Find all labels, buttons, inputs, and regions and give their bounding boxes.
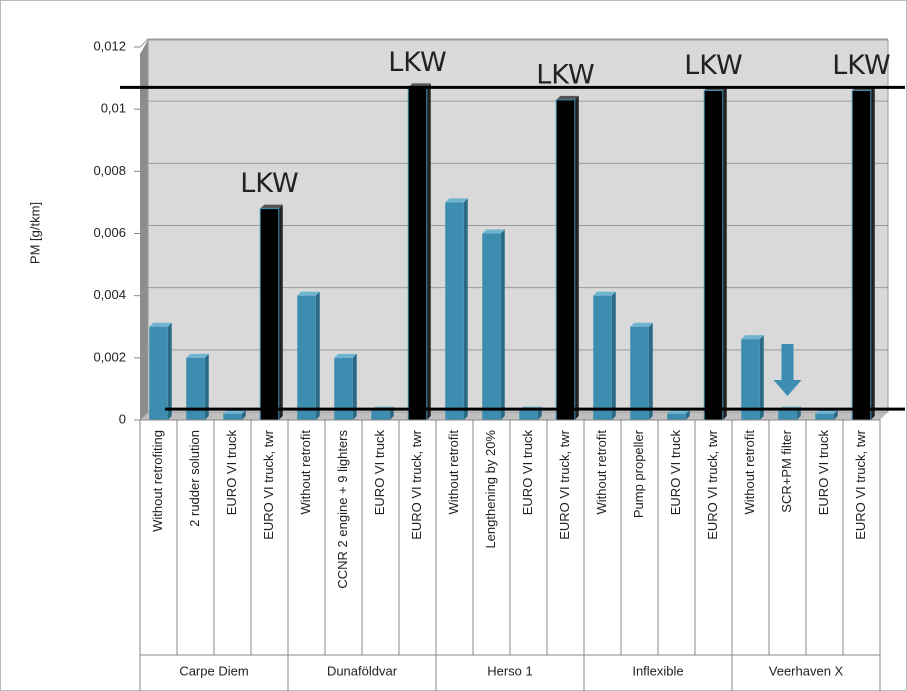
bar — [741, 339, 760, 420]
x-tick-label: SCR+PM filter — [779, 429, 794, 512]
bar-top — [149, 322, 172, 327]
y-tick-label: 0,002 — [93, 349, 126, 364]
bar-top — [815, 409, 838, 414]
y-tick-label: 0,008 — [93, 163, 126, 178]
grid-line — [139, 162, 888, 172]
bar-side — [759, 335, 764, 420]
bar — [297, 295, 316, 420]
x-tick-label: EURO VI truck, twr — [705, 429, 720, 539]
bar-top — [297, 291, 320, 296]
x-tick-label: Without retrofit — [742, 430, 757, 515]
bar — [186, 357, 205, 420]
bar-side — [500, 229, 505, 420]
bar-side — [722, 86, 727, 421]
bar — [334, 357, 353, 420]
group-label: Veerhaven X — [769, 663, 844, 678]
annotation: LKW — [388, 47, 446, 78]
bar-side — [648, 322, 653, 420]
grid-line — [139, 287, 888, 297]
x-tick-label: Lengthening by 20% — [483, 430, 498, 549]
annotation: LKW — [536, 59, 594, 90]
x-tick-label: CCNR 2 engine + 9 lighters — [335, 430, 350, 589]
x-tick-label: Without retrofit — [594, 430, 609, 515]
bar-top — [223, 409, 246, 414]
y-tick-label: 0,01 — [101, 101, 126, 116]
x-tick-label: EURO VI truck — [816, 430, 831, 516]
bar — [593, 295, 612, 420]
group-label: Inflexible — [632, 663, 683, 678]
bar-top — [593, 291, 616, 296]
bar — [223, 413, 242, 420]
y-tick-label: 0,004 — [93, 287, 126, 302]
x-tick-label: EURO VI truck — [668, 430, 683, 516]
y-tick-label: 0,012 — [93, 38, 126, 53]
x-tick-label: 2 rudder solution — [187, 430, 202, 527]
x-tick-label: EURO VI truck, twr — [261, 429, 276, 539]
x-tick-label: EURO VI truck — [372, 430, 387, 516]
bar — [555, 99, 576, 421]
bar — [371, 410, 390, 420]
floor — [140, 412, 888, 420]
bar-top — [334, 353, 357, 358]
bar-top — [556, 95, 579, 100]
bar-side — [870, 86, 875, 421]
bar-side — [278, 204, 283, 420]
x-tick-label: EURO VI truck, twr — [409, 429, 424, 539]
grid-line — [139, 38, 888, 48]
bar-top — [630, 322, 653, 327]
grid-line — [139, 225, 888, 234]
bar-side — [611, 291, 616, 420]
group-label: Dunaföldvar — [327, 663, 398, 678]
annotation: LKW — [832, 50, 890, 81]
bar-side — [574, 95, 579, 420]
bar — [482, 233, 501, 420]
bar-top — [482, 229, 505, 234]
grid-line — [139, 100, 888, 110]
bar — [259, 208, 280, 421]
bar — [851, 90, 872, 421]
bar-side — [426, 83, 431, 421]
bar — [445, 202, 464, 420]
x-tick-label: Without retrofiting — [150, 430, 165, 532]
bar-top — [445, 198, 468, 203]
x-tick-label: Without retrofit — [446, 430, 461, 515]
bar-side — [167, 322, 172, 420]
bar — [519, 410, 538, 420]
bar — [407, 86, 428, 421]
bar-side — [833, 409, 838, 420]
arrow-shaft — [781, 344, 794, 380]
x-tick-label: EURO VI truck, twr — [557, 429, 572, 539]
bar-top — [260, 204, 283, 209]
bar — [703, 90, 724, 421]
annotation: LKW — [684, 50, 742, 81]
y-tick-label: 0,006 — [93, 225, 126, 240]
group-label: Carpe Diem — [179, 663, 248, 678]
bar-top — [186, 353, 209, 358]
bar-top — [741, 335, 764, 340]
bar — [667, 413, 686, 420]
annotation: LKW — [240, 168, 298, 199]
x-tick-label: EURO VI truck — [520, 430, 535, 516]
bar — [815, 413, 834, 420]
bar-side — [241, 409, 246, 420]
y-tick-label: 0 — [119, 411, 126, 426]
group-label: Herso 1 — [487, 663, 533, 678]
x-tick-label: EURO VI truck, twr — [853, 429, 868, 539]
bar — [778, 410, 797, 420]
bar-top — [667, 409, 690, 414]
x-tick-label: EURO VI truck — [224, 430, 239, 516]
bar-side — [315, 291, 320, 420]
x-tick-label: Without retrofit — [298, 430, 313, 515]
bar-side — [463, 198, 468, 420]
arrow-head — [773, 380, 802, 396]
bar — [630, 326, 649, 420]
bar-side — [685, 409, 690, 420]
bar-side — [204, 353, 209, 420]
x-tick-label: Pump propeller — [631, 429, 646, 518]
bar-side — [352, 353, 357, 420]
bar — [149, 326, 168, 420]
y-axis-label: PM [g/tkm] — [27, 202, 42, 264]
